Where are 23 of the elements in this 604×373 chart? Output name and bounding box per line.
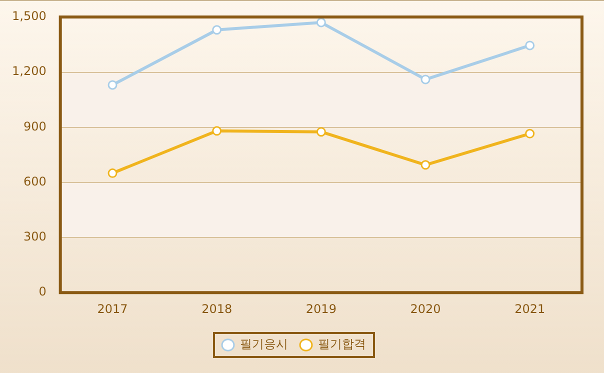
y-tick-label: 0 (38, 284, 46, 299)
point (525, 128, 535, 138)
point (108, 168, 118, 178)
y-tick-label: 600 (23, 174, 46, 188)
x-tick-label: 2019 (306, 302, 336, 316)
legend-label: 필기응시 (240, 337, 288, 352)
point (525, 40, 535, 50)
x-tick-label: 2017 (97, 302, 128, 316)
point (212, 25, 222, 35)
y-tick-label: 1,200 (12, 64, 46, 78)
x-tick-label: 2021 (514, 302, 546, 316)
point (108, 80, 118, 90)
point (420, 160, 430, 170)
x-tick-label: 2020 (410, 302, 441, 316)
y-tick-label: 1,500 (12, 9, 46, 24)
y-tick-label: 300 (23, 230, 46, 244)
x-tick-label: 2018 (202, 302, 232, 316)
point (316, 127, 326, 137)
y-tick-label: 900 (23, 119, 46, 134)
point (316, 18, 326, 28)
legend-label: 필기합격 (318, 337, 366, 352)
point (212, 126, 222, 136)
point (420, 74, 430, 84)
